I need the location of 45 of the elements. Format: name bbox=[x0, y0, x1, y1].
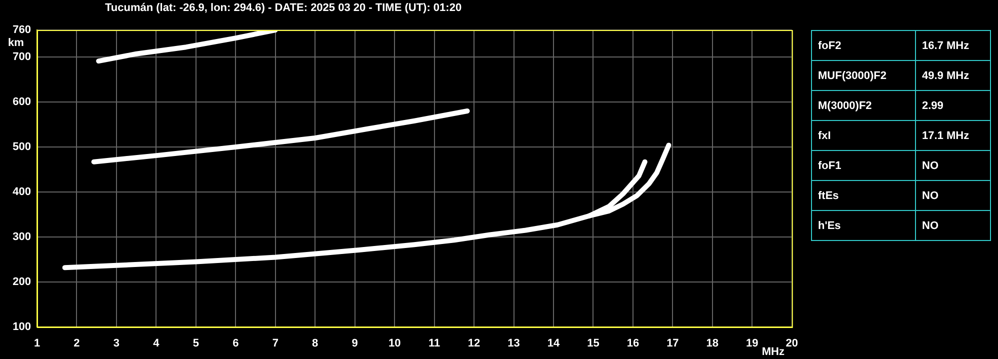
y-tick-label: 100 bbox=[12, 321, 31, 334]
x-tick-label: 4 bbox=[153, 338, 160, 350]
x-tick-label: 5 bbox=[192, 338, 199, 350]
y-axis-title: km bbox=[8, 37, 24, 50]
x-tick-label: 15 bbox=[587, 338, 600, 350]
text: foF1 bbox=[812, 150, 916, 180]
text: NO bbox=[916, 180, 990, 210]
x-tick-label: 11 bbox=[428, 338, 440, 350]
text: MUF(3000)F2 bbox=[812, 60, 916, 90]
text: fxI bbox=[812, 120, 916, 150]
text: NO bbox=[916, 150, 990, 180]
text: h'Es bbox=[812, 210, 916, 240]
y-tick-label: 500 bbox=[12, 141, 31, 154]
x-axis-title: MHz bbox=[762, 346, 785, 358]
x-tick-label: 18 bbox=[706, 338, 719, 350]
x-tick-label: 14 bbox=[547, 338, 560, 350]
x-tick-label: 7 bbox=[272, 338, 278, 350]
x-tick-label: 2 bbox=[74, 338, 80, 350]
y-tick-label: 600 bbox=[12, 96, 31, 108]
x-tick-label: 3 bbox=[113, 338, 120, 350]
text: ftEs bbox=[812, 180, 916, 210]
text: 49.9 MHz bbox=[916, 60, 990, 90]
text: foF2 bbox=[812, 30, 916, 60]
x-tick-label: 8 bbox=[312, 338, 318, 350]
text: M(3000)F2 bbox=[812, 90, 916, 120]
x-tick-label: 20 bbox=[786, 338, 798, 350]
y-tick-label: 300 bbox=[12, 231, 31, 244]
x-tick-label: 19 bbox=[746, 338, 758, 350]
x-tick-label: 17 bbox=[666, 338, 679, 350]
y-tick-label: 400 bbox=[12, 186, 31, 198]
x-tick-label: 12 bbox=[468, 338, 480, 350]
x-tick-label: 16 bbox=[626, 338, 640, 350]
chart-title: Tucumán (lat: -26.9, lon: 294.6) - DATE: 2025 03 20 - TIME (UT): 01:20 bbox=[105, 2, 462, 14]
y-tick-label: 760 bbox=[12, 24, 31, 36]
text: 17.1 MHz bbox=[916, 120, 990, 150]
x-tick-label: 13 bbox=[508, 338, 520, 350]
y-tick-label: 200 bbox=[12, 276, 31, 288]
text: NO bbox=[916, 210, 990, 240]
text: 2.99 bbox=[916, 90, 990, 120]
x-tick-label: 9 bbox=[352, 338, 358, 350]
text: 16.7 MHz bbox=[916, 30, 990, 60]
x-tick-label: 1 bbox=[34, 338, 40, 350]
x-tick-label: 6 bbox=[232, 338, 239, 350]
y-tick-label: 700 bbox=[12, 51, 31, 64]
x-tick-label: 10 bbox=[388, 338, 401, 350]
